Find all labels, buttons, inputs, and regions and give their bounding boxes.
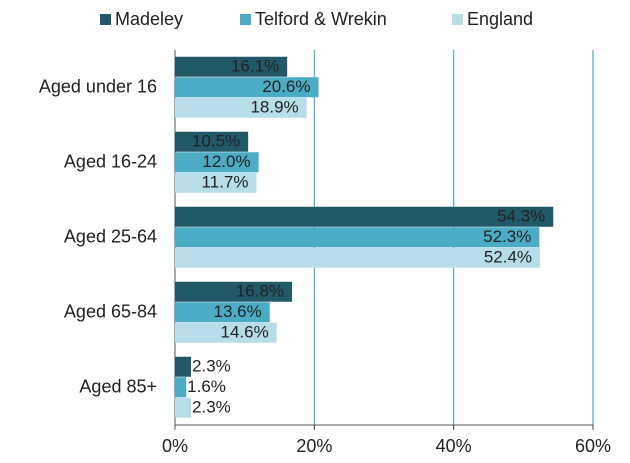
legend-label: Madeley: [115, 9, 183, 29]
bar: [175, 172, 257, 193]
value-label: 12.0%: [202, 152, 250, 171]
bar: [175, 206, 554, 227]
bar: [175, 322, 277, 343]
bar: [175, 227, 540, 248]
bar: [175, 356, 192, 377]
bar: [175, 247, 541, 268]
bar: [175, 77, 319, 98]
value-label: 10.5%: [192, 131, 240, 150]
value-label: 18.9%: [250, 97, 298, 116]
legend-label: England: [467, 9, 533, 29]
value-label: 14.6%: [221, 322, 269, 341]
legend-swatch: [240, 14, 251, 25]
legend-swatch: [452, 14, 463, 25]
y-tick-label: Aged 65-84: [64, 301, 157, 321]
x-tick-label: 60%: [575, 436, 611, 456]
value-label: 52.3%: [483, 227, 531, 246]
value-label: 1.6%: [187, 377, 226, 396]
bar: [175, 56, 288, 77]
value-label: 2.3%: [192, 397, 231, 416]
x-tick-label: 40%: [436, 436, 472, 456]
bar: [175, 152, 259, 173]
bar: [175, 281, 293, 302]
bar: [175, 377, 187, 398]
legend-label: Telford & Wrekin: [255, 9, 387, 29]
x-tick-label: 20%: [296, 436, 332, 456]
bar: [175, 302, 270, 323]
value-label: 13.6%: [214, 302, 262, 321]
y-tick-label: Aged 85+: [79, 376, 157, 396]
legend-swatch: [100, 14, 111, 25]
bar: [175, 131, 249, 152]
y-tick-label: Aged 16-24: [64, 151, 157, 171]
y-tick-label: Aged under 16: [39, 76, 157, 96]
value-label: 54.3%: [497, 206, 545, 225]
value-label: 2.3%: [192, 356, 231, 375]
value-label: 11.7%: [202, 172, 249, 191]
value-label: 52.4%: [484, 247, 532, 266]
bar: [175, 97, 307, 118]
value-label: 16.8%: [236, 281, 284, 300]
x-tick-label: 0%: [162, 436, 188, 456]
bar: [175, 397, 192, 418]
value-label: 16.1%: [231, 56, 279, 75]
value-label: 20.6%: [262, 77, 310, 96]
y-tick-label: Aged 25-64: [64, 226, 157, 246]
